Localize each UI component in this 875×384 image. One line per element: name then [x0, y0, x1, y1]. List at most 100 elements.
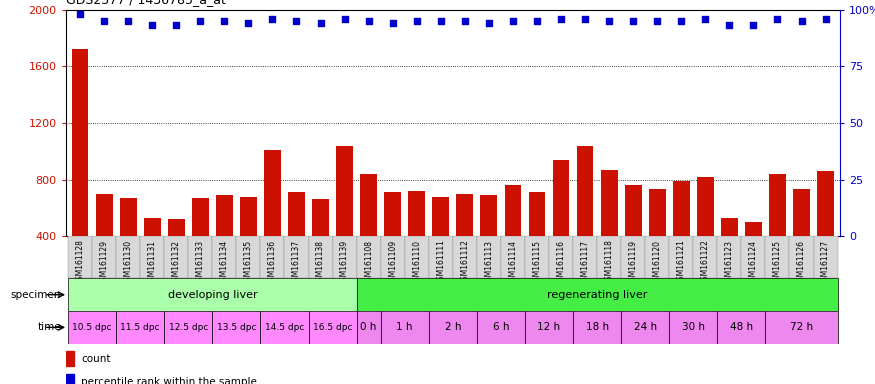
Bar	[721, 218, 738, 293]
Bar	[597, 236, 621, 278]
Bar	[261, 236, 284, 278]
Text: GSM161117: GSM161117	[581, 240, 590, 286]
Point	[626, 18, 640, 24]
Text: 1 h: 1 h	[396, 322, 413, 333]
Bar	[505, 185, 522, 293]
Bar	[477, 236, 500, 278]
Bar	[213, 311, 261, 344]
Text: GSM161129: GSM161129	[100, 240, 108, 286]
Text: specimen: specimen	[10, 290, 61, 300]
Bar	[360, 174, 377, 293]
Text: GSM161131: GSM161131	[148, 240, 157, 286]
Point	[217, 18, 231, 24]
Bar	[793, 189, 810, 293]
Point	[746, 22, 760, 28]
Text: GSM161118: GSM161118	[605, 240, 613, 285]
Text: GSM161122: GSM161122	[701, 240, 710, 285]
Bar	[766, 236, 789, 278]
Point	[482, 20, 496, 26]
Bar	[769, 174, 786, 293]
Bar	[453, 236, 477, 278]
Text: GSM161109: GSM161109	[388, 240, 397, 286]
Bar	[116, 311, 164, 344]
Text: GSM161110: GSM161110	[412, 240, 421, 286]
Bar	[216, 195, 233, 293]
Text: GSM161123: GSM161123	[724, 240, 734, 286]
Text: 2 h: 2 h	[444, 322, 461, 333]
Bar	[357, 278, 837, 311]
Text: GSM161130: GSM161130	[123, 240, 133, 286]
Bar	[288, 192, 304, 293]
Text: GSM161132: GSM161132	[172, 240, 181, 286]
Text: GSM161120: GSM161120	[653, 240, 662, 286]
Point	[554, 16, 568, 22]
Bar	[405, 236, 429, 278]
Bar	[814, 236, 837, 278]
Bar	[457, 194, 473, 293]
Bar	[309, 311, 357, 344]
Text: 10.5 dpc: 10.5 dpc	[73, 323, 112, 332]
Text: 12 h: 12 h	[537, 322, 561, 333]
Text: GSM161115: GSM161115	[533, 240, 542, 286]
Text: time: time	[38, 322, 61, 333]
Text: GSM161137: GSM161137	[292, 240, 301, 286]
Text: GSM161125: GSM161125	[773, 240, 782, 286]
Bar	[745, 222, 762, 293]
Bar	[68, 236, 92, 278]
Text: 0 h: 0 h	[360, 322, 377, 333]
Text: GSM161135: GSM161135	[244, 240, 253, 286]
Text: 30 h: 30 h	[682, 322, 704, 333]
Bar	[718, 236, 741, 278]
Bar	[573, 311, 621, 344]
Point	[73, 11, 87, 17]
Text: GSM161111: GSM161111	[437, 240, 445, 285]
Text: GSM161126: GSM161126	[797, 240, 806, 286]
Text: percentile rank within the sample: percentile rank within the sample	[81, 377, 257, 384]
Bar	[240, 197, 257, 293]
Bar	[577, 146, 593, 293]
Bar	[264, 150, 281, 293]
Bar	[336, 146, 353, 293]
Point	[410, 18, 423, 24]
Point	[771, 16, 785, 22]
Text: 48 h: 48 h	[730, 322, 753, 333]
Bar	[66, 351, 74, 366]
Bar	[164, 311, 213, 344]
Point	[434, 18, 448, 24]
Bar	[601, 170, 618, 293]
Point	[242, 20, 256, 26]
Bar	[409, 191, 425, 293]
Bar	[696, 177, 714, 293]
Bar	[718, 311, 766, 344]
Bar	[357, 311, 381, 344]
Point	[169, 22, 183, 28]
Bar	[332, 236, 357, 278]
Point	[386, 20, 400, 26]
Point	[338, 16, 352, 22]
Bar	[95, 194, 113, 293]
Point	[675, 18, 689, 24]
Point	[602, 18, 616, 24]
Bar	[120, 198, 136, 293]
Text: GSM161127: GSM161127	[821, 240, 830, 286]
Bar	[429, 311, 477, 344]
Text: 18 h: 18 h	[585, 322, 609, 333]
Bar	[625, 185, 641, 293]
Bar	[669, 311, 718, 344]
Text: GSM161114: GSM161114	[508, 240, 517, 286]
Text: 16.5 dpc: 16.5 dpc	[313, 323, 353, 332]
Point	[578, 16, 592, 22]
Text: GSM161116: GSM161116	[556, 240, 565, 286]
Text: GSM161138: GSM161138	[316, 240, 325, 286]
Point	[313, 20, 327, 26]
Bar	[741, 236, 766, 278]
Point	[265, 16, 279, 22]
Text: regenerating liver: regenerating liver	[547, 290, 648, 300]
Text: GSM161136: GSM161136	[268, 240, 277, 286]
Text: GSM161134: GSM161134	[220, 240, 229, 286]
Point	[819, 16, 833, 22]
Bar	[116, 236, 140, 278]
Point	[193, 18, 207, 24]
Bar	[621, 311, 669, 344]
Text: GSM161112: GSM161112	[460, 240, 469, 285]
